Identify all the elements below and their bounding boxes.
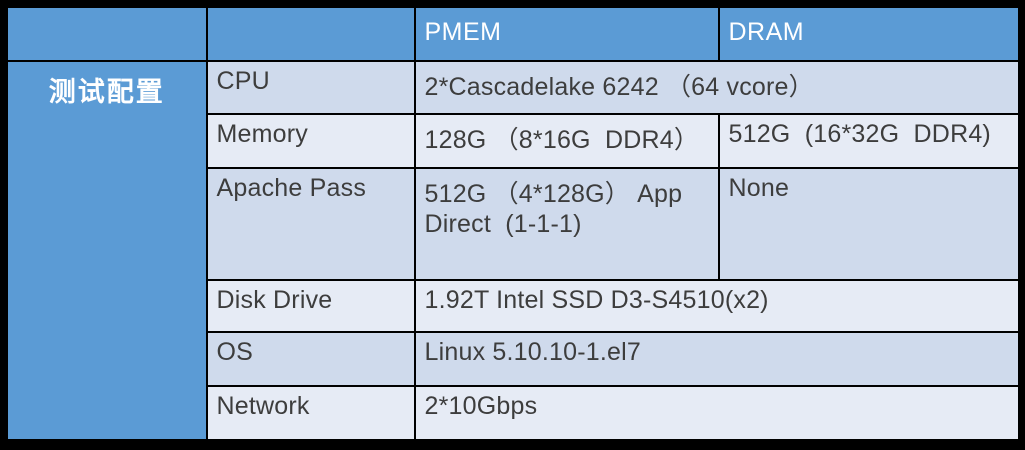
row-label-cpu: CPU: [205, 59, 416, 115]
row-label-disk-drive: Disk Drive: [205, 279, 416, 334]
row-apache-pass: Apache Pass 512G （4*128G） App Direct (1-…: [7, 166, 1021, 282]
row-label-network: Network: [205, 385, 416, 442]
cell-apache-pass-dram: None: [717, 166, 1021, 282]
cell-apache-pass-pmem: 512G （4*128G） App Direct (1-1-1): [413, 166, 720, 282]
row-memory: Memory 128G （8*16G DDR4） 512G (16*32G DD…: [7, 112, 1021, 169]
cell-memory-pmem: 128G （8*16G DDR4）: [413, 112, 720, 169]
row-disk-drive: Disk Drive 1.92T Intel SSD D3-S4510(x2): [7, 279, 1021, 334]
row-network: Network 2*10Gbps: [7, 385, 1021, 442]
header-cell-empty-1: [5, 5, 208, 62]
cell-disk-drive-value: 1.92T Intel SSD D3-S4510(x2): [413, 279, 1021, 334]
cell-network-value: 2*10Gbps: [413, 385, 1021, 442]
cell-os-value: Linux 5.10.10-1.el7: [413, 331, 1021, 388]
header-cell-dram: DRAM: [717, 5, 1021, 62]
header-cell-pmem: PMEM: [413, 5, 720, 62]
row-os: OS Linux 5.10.10-1.el7: [7, 331, 1021, 388]
cell-cpu-value: 2*Cascadelake 6242 （64 vcore）: [413, 59, 1021, 115]
row-cpu: 测试配置 CPU 2*Cascadelake 6242 （64 vcore）: [5, 59, 1021, 442]
row-label-memory: Memory: [205, 112, 416, 169]
row-label-apache-pass: Apache Pass: [205, 166, 416, 282]
row-label-os: OS: [205, 331, 416, 388]
header-row: PMEM DRAM: [5, 5, 1021, 62]
cell-memory-dram: 512G (16*32G DDR4): [717, 112, 1021, 169]
header-cell-empty-2: [205, 5, 416, 62]
test-config-table: PMEM DRAM 测试配置 CPU 2*Cascadelake 6242 （6…: [5, 5, 1021, 442]
row-group-title: 测试配置: [5, 59, 208, 442]
